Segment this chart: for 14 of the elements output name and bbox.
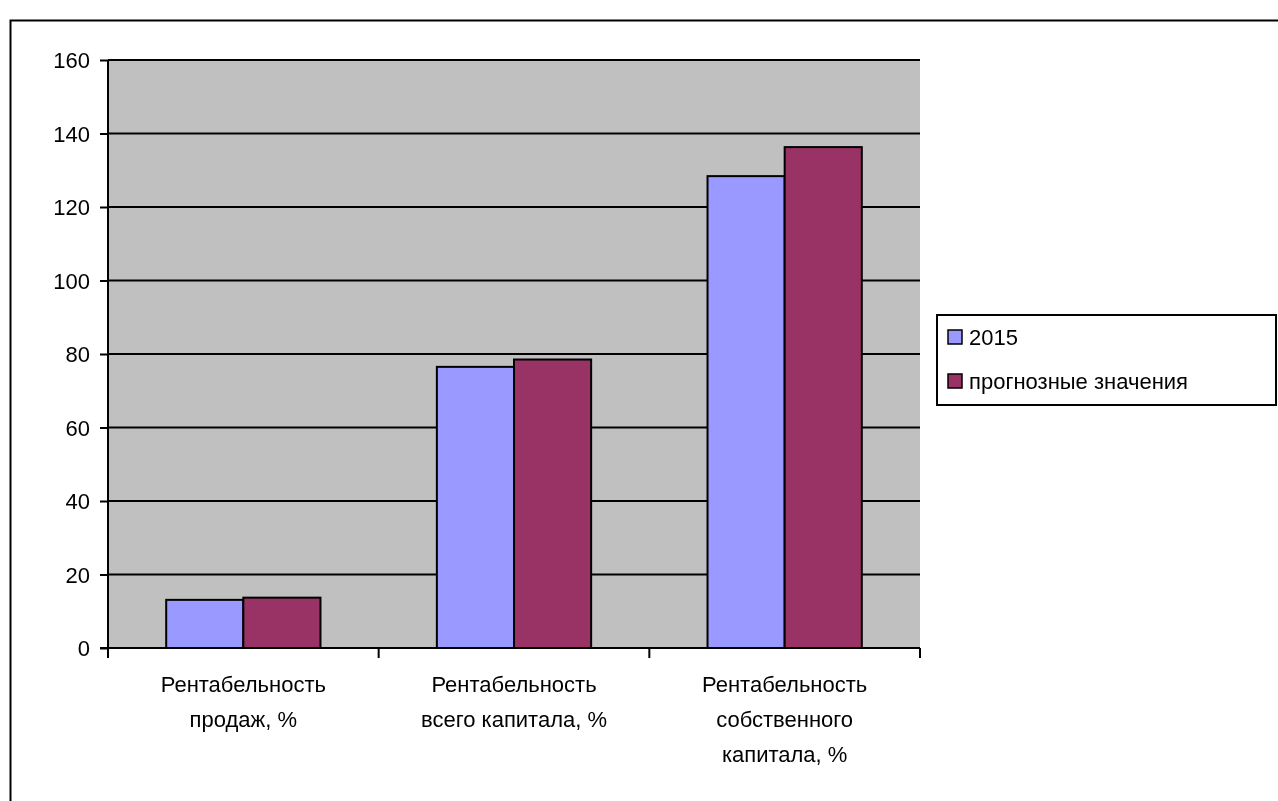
x-tick-label: Рентабельность всего капитала, % (420, 672, 608, 732)
y-tick-label: 140 (53, 121, 90, 147)
x-tick-label: Рентабельность собственного капитала, % (702, 672, 868, 767)
y-tick-label: 100 (53, 268, 90, 294)
legend-label: прогнозные значения (969, 368, 1188, 394)
y-tick-label: 120 (53, 195, 90, 221)
x-tick-label: Рентабельность продаж, % (160, 672, 326, 732)
y-tick-label: 20 (65, 562, 90, 588)
legend-label: 2015 (969, 324, 1018, 350)
y-tick-label: 160 (53, 48, 90, 74)
y-tick-label: 80 (65, 342, 90, 368)
y-tick-label: 40 (65, 489, 90, 515)
y-tick-label: 0 (77, 636, 90, 662)
y-tick-label: 60 (65, 415, 90, 441)
